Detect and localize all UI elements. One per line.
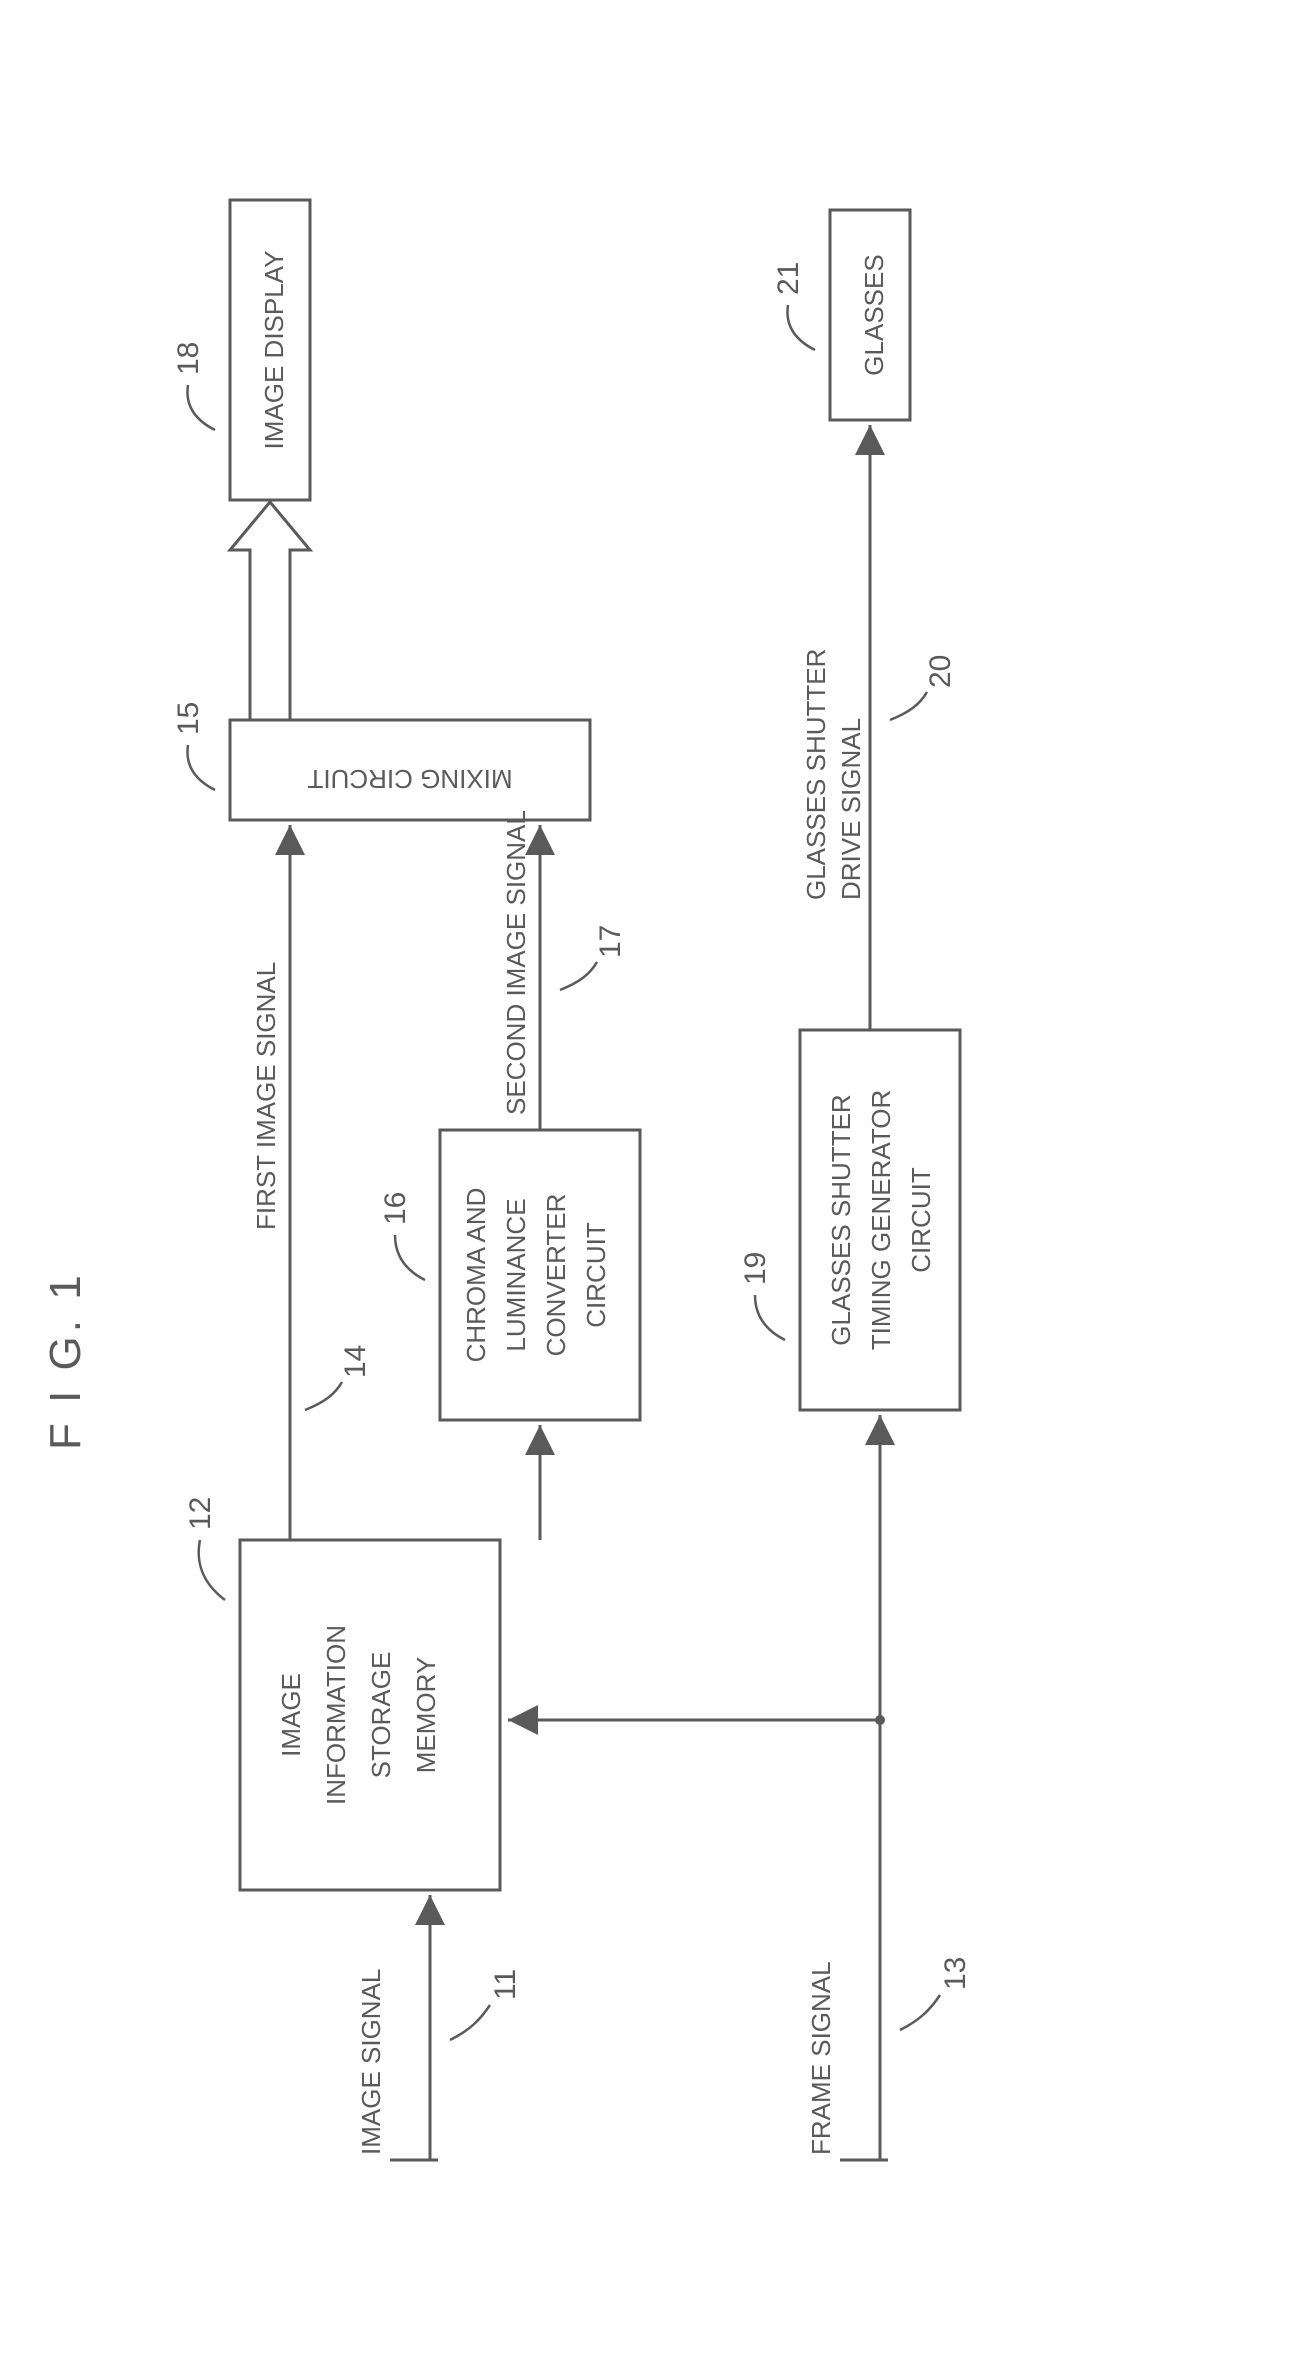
mixing-label: MIXING CIRCUIT bbox=[307, 764, 512, 794]
ref-leader-18 bbox=[187, 385, 215, 430]
ref-leader-13 bbox=[900, 1995, 940, 2030]
signal-first-image: FIRST IMAGE SIGNAL 14 bbox=[251, 825, 372, 1540]
timing-line3: CIRCUIT bbox=[906, 1167, 936, 1273]
frame-signal-label: FRAME SIGNAL bbox=[806, 1961, 836, 2155]
block-image-memory: IMAGE INFORMATION STORAGE MEMORY 12 bbox=[184, 1497, 500, 1890]
ref-15: 15 bbox=[172, 702, 205, 735]
timing-line2: TIMING GENERATOR bbox=[866, 1090, 896, 1351]
block-glasses: GLASSES 21 bbox=[772, 210, 910, 420]
figure-title: F I G. 1 bbox=[41, 1271, 90, 1450]
second-image-label: SECOND IMAGE SIGNAL bbox=[501, 810, 531, 1115]
converter-line4: CIRCUIT bbox=[581, 1222, 611, 1328]
ref-leader-11 bbox=[450, 2005, 490, 2040]
signal-mixing-to-display bbox=[230, 502, 310, 720]
ref-leader-16 bbox=[395, 1235, 425, 1280]
image-memory-line1: IMAGE bbox=[276, 1673, 306, 1757]
signal-shutter-drive: GLASSES SHUTTER DRIVE SIGNAL 20 bbox=[801, 425, 957, 1030]
ref-leader-20 bbox=[890, 692, 927, 720]
ref-leader-15 bbox=[187, 745, 215, 790]
block-mixing: MIXING CIRCUIT 15 bbox=[172, 702, 590, 820]
timing-line1: GLASSES SHUTTER bbox=[826, 1094, 856, 1345]
signal-second-image: SECOND IMAGE SIGNAL 17 bbox=[501, 810, 627, 1130]
ref-18: 18 bbox=[172, 342, 205, 375]
ref-20: 20 bbox=[924, 655, 957, 688]
image-signal-label: IMAGE SIGNAL bbox=[356, 1969, 386, 2155]
shutter-drive-label-1: GLASSES SHUTTER bbox=[801, 649, 831, 900]
image-memory-line2: INFORMATION bbox=[321, 1625, 351, 1805]
ref-leader-21 bbox=[787, 305, 815, 350]
ref-leader-19 bbox=[755, 1295, 785, 1340]
first-image-label: FIRST IMAGE SIGNAL bbox=[251, 962, 281, 1230]
ref-leader-12 bbox=[199, 1540, 225, 1600]
ref-14: 14 bbox=[339, 1345, 372, 1378]
block-timing-gen: GLASSES SHUTTER TIMING GENERATOR CIRCUIT… bbox=[739, 1030, 960, 1410]
image-memory-line3: STORAGE bbox=[366, 1652, 396, 1779]
image-memory-line4: MEMORY bbox=[411, 1657, 441, 1774]
ref-11: 11 bbox=[489, 1969, 522, 2000]
ref-leader-17 bbox=[560, 962, 597, 990]
ref-17: 17 bbox=[594, 925, 627, 958]
block-converter: CHROMA AND LUMINANCE CONVERTER CIRCUIT 1… bbox=[379, 1130, 640, 1420]
converter-line3: CONVERTER bbox=[541, 1194, 571, 1357]
signal-frame-signal: FRAME SIGNAL 13 bbox=[508, 1415, 972, 2160]
glasses-label: GLASSES bbox=[859, 254, 889, 375]
ref-12: 12 bbox=[184, 1497, 217, 1530]
junction-dot bbox=[875, 1715, 885, 1725]
converter-line1: CHROMA AND bbox=[461, 1188, 491, 1363]
ref-21: 21 bbox=[772, 262, 805, 295]
signal-image-signal: IMAGE SIGNAL 11 bbox=[356, 1895, 522, 2160]
ref-13: 13 bbox=[939, 1957, 972, 1990]
display-label: IMAGE DISPLAY bbox=[259, 251, 289, 450]
ref-16: 16 bbox=[379, 1192, 412, 1225]
ref-19: 19 bbox=[739, 1252, 772, 1285]
ref-leader-14 bbox=[305, 1382, 342, 1410]
converter-line2: LUMINANCE bbox=[501, 1198, 531, 1351]
shutter-drive-label-2: DRIVE SIGNAL bbox=[836, 718, 866, 900]
block-display: IMAGE DISPLAY 18 bbox=[172, 200, 310, 500]
